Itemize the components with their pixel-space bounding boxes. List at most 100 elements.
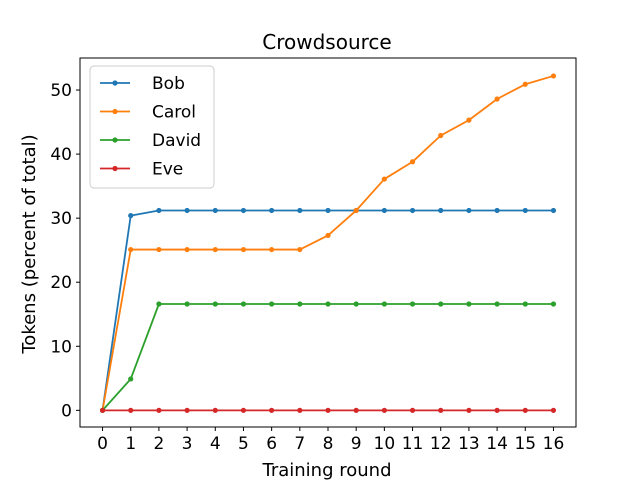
data-point [240,246,247,253]
y-tick-label: 10 [50,337,72,357]
data-point [494,96,500,102]
data-point [438,132,444,139]
data-point [240,301,247,307]
series-layer [99,73,557,413]
x-tick-label: 14 [486,434,508,454]
data-point [381,407,387,413]
data-point [99,407,106,413]
data-point [297,246,303,253]
data-point [156,246,162,253]
data-point [240,407,247,413]
data-point [269,301,275,307]
y-tick-label: 0 [61,401,72,421]
data-point [212,407,218,413]
data-point [438,301,444,307]
data-point [522,407,528,413]
data-point [184,246,190,253]
data-point [409,159,416,165]
data-point [184,207,190,214]
legend-marker [112,80,118,86]
chart-title: Crowdsource [262,30,391,54]
data-point [494,207,500,214]
data-point [128,212,134,219]
x-tick-label: 0 [97,434,108,454]
x-axis-label: Training round [261,460,391,480]
data-point [550,207,557,214]
series-line [101,303,554,411]
data-point [212,207,218,214]
data-point [522,207,528,214]
series-david [99,301,557,413]
data-point [381,207,387,214]
data-point [156,207,162,214]
x-tick-label: 6 [266,434,277,454]
data-point [269,407,275,413]
data-point [325,301,331,307]
data-point [184,301,190,307]
legend: Bob Carol David Eve [89,65,215,189]
data-point [494,407,500,413]
y-tick-label: 20 [50,273,72,293]
data-point [550,301,557,307]
data-point [522,301,528,307]
data-point [438,207,444,214]
legend-marker [112,165,118,172]
x-tick-label: 9 [351,434,362,454]
data-point [466,301,472,307]
data-point [466,207,472,214]
legend-label: David [152,131,201,151]
series-bob [99,207,557,413]
legend-label: Carol [152,103,196,123]
data-point [409,301,416,307]
x-tick-label: 3 [182,434,193,454]
y-axis-label: Tokens (percent of total) [19,134,40,354]
data-point [381,301,387,307]
data-point [353,207,359,214]
data-point [325,207,331,214]
data-point [353,301,359,307]
x-tick-label: 5 [238,434,249,454]
data-point [297,207,303,214]
data-point [269,207,275,214]
plot-frame [79,57,577,428]
x-tick-label: 11 [402,434,424,454]
legend-box [89,65,215,189]
y-tick-label: 50 [50,81,72,101]
y-tick-label: 40 [50,145,72,165]
data-point [128,376,134,382]
data-point [128,246,134,253]
data-point [325,407,331,413]
data-point [184,407,190,413]
x-tick-label: 4 [210,434,221,454]
data-point [212,301,218,307]
data-point [409,407,416,413]
y-tick-label: 30 [50,209,72,229]
data-point [156,407,162,413]
x-tick-label: 12 [430,434,452,454]
x-tick-label: 7 [294,434,305,454]
data-point [466,117,472,123]
series-eve [99,407,557,413]
data-point [494,301,500,307]
data-point [353,407,359,413]
data-point [522,81,528,87]
legend-item: David [100,131,201,151]
data-point [240,207,247,214]
x-tick-label: 1 [125,434,136,454]
x-tick-label: 2 [153,434,164,454]
legend-marker [112,108,118,115]
data-point [156,301,162,307]
legend-item: Carol [100,103,196,123]
data-point [409,207,416,214]
legend-marker [112,137,118,143]
x-tick-label: 16 [543,434,565,454]
x-tick-label: 15 [514,434,536,454]
data-point [297,301,303,307]
series-carol [99,73,557,413]
data-point [128,407,134,413]
legend-label: Eve [152,160,183,180]
legend-item: Bob [100,74,185,94]
